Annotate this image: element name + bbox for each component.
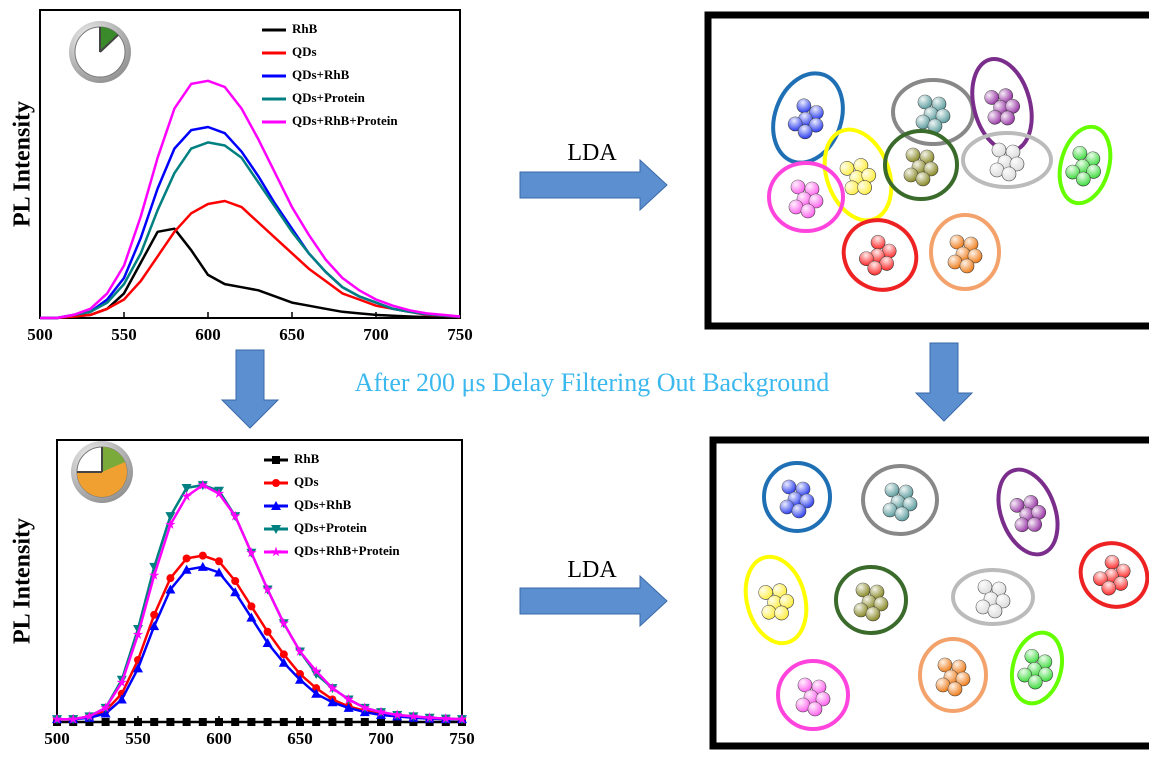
x-tick-label: 750 [447,325,473,344]
marker [328,718,336,726]
x-tick-label: 750 [449,729,475,748]
ball-shine [960,259,974,273]
marker [102,718,110,726]
x-tick-label: 550 [125,729,151,748]
x-tick-label: 600 [206,729,232,748]
marker [377,718,385,726]
x-tick-label: 700 [363,325,389,344]
marker [166,574,174,582]
legend-label: QDs+Protein [294,520,368,535]
marker [166,718,174,726]
figure: LDA After 200 μs Delay Filtering Out Bac… [0,0,1149,774]
legend-label: QDs+Protein [292,90,366,105]
marker [134,718,142,726]
marker [296,718,304,726]
ball-shine [866,607,880,621]
x-tick-label: 650 [279,325,305,344]
marker [215,557,223,565]
marker [231,718,239,726]
legend-marker [272,479,280,487]
x-tick-label: 650 [287,729,313,748]
legend-label: QDs [292,44,317,59]
marker [247,718,255,726]
legend-label: QDs [294,474,319,489]
marker [264,628,272,636]
marker [199,718,207,726]
legend-label: QDs+RhB [292,67,350,82]
lda-label: LDA [567,557,617,583]
clock-icon [71,441,133,503]
legend-label: RhB [292,21,318,36]
y-axis-label: PL Intensity [10,101,36,227]
marker [312,718,320,726]
legend-label: QDs+RhB+Protein [294,543,400,558]
ball-shine [895,507,909,521]
series-line [57,485,462,719]
ball-shine [808,702,822,716]
series-line [57,556,462,720]
x-tick-label: 550 [111,325,137,344]
x-tick-label: 500 [44,729,70,748]
ball-shine [801,204,815,218]
annotation: After 200 μs Delay Filtering Out Backgro… [355,368,830,397]
clock-icon [69,21,131,83]
legend-marker [272,456,280,464]
marker [183,718,191,726]
marker [247,602,255,610]
y-axis-label: PL Intensity [10,518,36,644]
marker [150,718,158,726]
marker [280,718,288,726]
legend-label: RhB [294,451,320,466]
x-tick-label: 700 [368,729,394,748]
series-line [40,142,460,318]
marker [183,554,191,562]
x-tick-label: 600 [195,325,221,344]
series-line [40,201,460,318]
marker [215,718,223,726]
marker [264,718,272,726]
ball-shine [916,172,930,186]
ball-shine [988,604,1002,618]
x-tick-label: 500 [27,325,53,344]
marker [199,552,207,560]
marker [280,650,288,658]
marker [345,718,353,726]
ball-shine [1002,167,1016,181]
legend-label: QDs+RhB [294,497,352,512]
marker [361,718,369,726]
ball-shine [948,682,962,696]
marker [231,577,239,585]
marker [118,718,126,726]
lda-label: LDA [567,140,617,166]
series-line [57,485,462,719]
ball-shine [792,504,806,518]
legend-label: QDs+RhB+Protein [292,113,398,128]
